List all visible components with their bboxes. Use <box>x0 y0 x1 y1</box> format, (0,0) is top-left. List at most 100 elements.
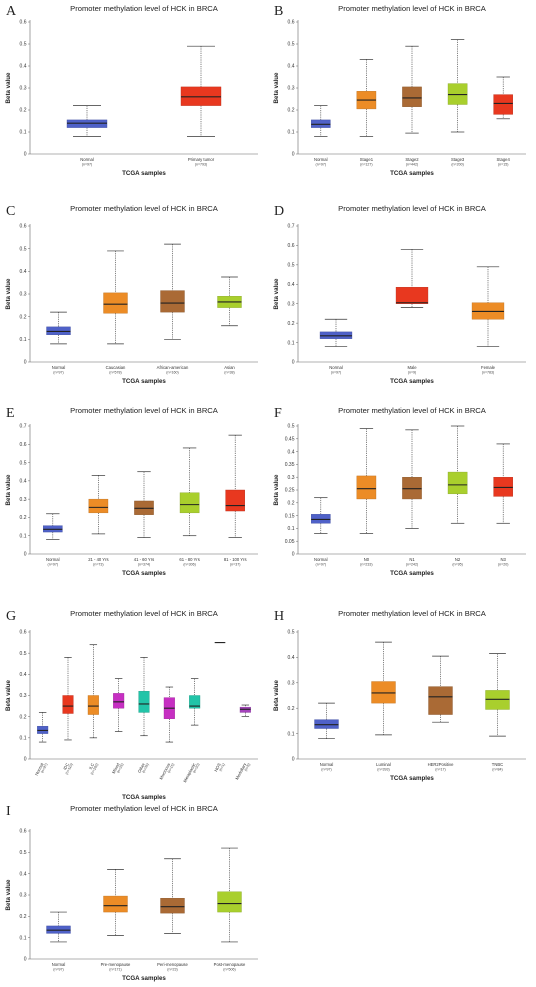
box-n1 <box>402 429 422 529</box>
y-tick-label: 0 <box>24 757 27 763</box>
y-tick-label: 0 <box>292 360 295 366</box>
panel-b: B Promoter methylation level of HCK in BR… <box>273 4 526 177</box>
y-tick-label: 0.3 <box>20 292 27 298</box>
x-tick-label: Asian <box>224 365 235 370</box>
x-tick-n: (n=442) <box>406 163 419 167</box>
x-tick-label: Stage4 <box>497 157 511 162</box>
iqr-box <box>217 891 242 913</box>
y-tick-label: 0.1 <box>20 130 27 136</box>
x-tick-n: (n=182) <box>90 763 99 776</box>
box-post-menopause <box>217 847 242 943</box>
y-axis-label: Beta value <box>273 72 280 104</box>
x-axis-label: TCGA samples <box>122 170 166 177</box>
y-tick-label: 0.5 <box>288 424 295 430</box>
x-tick-label: Luminal <box>376 762 391 767</box>
x-tick-label: Stage2 <box>405 157 419 162</box>
box-african-american <box>160 243 185 340</box>
x-tick-n: (n=20) <box>498 563 509 567</box>
panel-h: H Promoter methylation level of HCK in BR… <box>273 609 526 782</box>
y-tick-label: 0.4 <box>20 672 27 678</box>
box-medullary <box>239 704 251 718</box>
iqr-box <box>493 476 513 497</box>
iqr-box <box>225 489 245 512</box>
box-stage3 <box>447 39 468 133</box>
y-tick-label: 0.5 <box>20 651 27 657</box>
y-tick-label: 0.4 <box>20 269 27 275</box>
y-tick-label: 0.2 <box>20 515 27 521</box>
x-tick-n: (n=171) <box>109 968 122 972</box>
iqr-box <box>395 286 429 304</box>
x-tick-n: (n=374) <box>138 563 151 567</box>
x-tick-label: Normal <box>314 157 328 162</box>
iqr-box <box>138 691 150 713</box>
x-axis-label: TCGA samples <box>390 170 434 177</box>
panel-letter: F <box>274 406 282 421</box>
box-tnbc <box>485 653 510 737</box>
panel-d: D Promoter methylation level of HCK in BR… <box>273 204 526 385</box>
x-tick-label: Male <box>407 365 417 370</box>
panel-letter: B <box>274 4 283 19</box>
y-tick-label: 0.1 <box>288 526 295 532</box>
y-tick-label: 0.1 <box>288 340 295 346</box>
y-tick-label: 0.3 <box>288 681 295 687</box>
box-normal <box>314 702 339 740</box>
y-tick-label: 0.6 <box>288 20 295 26</box>
x-tick-n: (n=9) <box>408 371 417 375</box>
box-21-40-yrs <box>88 475 109 535</box>
panel-e: E Promoter methylation level of HCK in BR… <box>5 406 258 577</box>
y-tick-label: 0 <box>24 360 27 366</box>
box-normal <box>37 712 49 743</box>
x-tick-n: (n=35) <box>141 763 149 774</box>
y-tick-label: 0.3 <box>20 86 27 92</box>
x-tick-label: 21 - 40 Yrs <box>88 557 108 562</box>
box-stage4 <box>493 76 513 120</box>
y-axis-label: Beta value <box>273 474 280 506</box>
y-tick-label: 0.3 <box>288 86 295 92</box>
y-tick-label: 0.1 <box>20 736 27 742</box>
y-tick-label: 0.2 <box>20 314 27 320</box>
box-normal <box>46 911 71 943</box>
iqr-box <box>103 895 128 913</box>
x-tick-label: Normal <box>80 157 94 162</box>
box-normal <box>66 105 108 137</box>
iqr-box <box>66 119 108 128</box>
box-luminal <box>371 641 396 736</box>
y-tick-label: 0 <box>24 152 27 158</box>
box-peri-menopause <box>160 858 185 934</box>
panel-letter: D <box>274 204 284 219</box>
x-tick-n: (n=38) <box>224 371 235 375</box>
x-tick-n: (n=97) <box>53 968 64 972</box>
y-tick-label: 0.5 <box>288 630 295 636</box>
panel-letter: I <box>6 804 11 819</box>
x-tick-label: Normal <box>46 557 60 562</box>
x-axis-label: TCGA samples <box>390 775 434 782</box>
panel-title: Promoter methylation level of HCK in BRC… <box>338 609 487 618</box>
x-tick-n: (n=97) <box>316 563 327 567</box>
x-tick-n: (n=97) <box>321 768 332 772</box>
box-asian <box>217 276 242 327</box>
x-tick-n: (n=110) <box>65 763 74 776</box>
iqr-box <box>46 326 71 336</box>
x-tick-label: Mixed <box>111 762 121 775</box>
x-tick-n: (n=242) <box>406 563 419 567</box>
y-axis-label: Beta value <box>5 679 12 711</box>
x-tick-label: IDC <box>62 762 70 771</box>
y-axis-label: Beta value <box>5 278 12 310</box>
box-81-100-yrs <box>225 434 245 538</box>
x-tick-n: (n=97) <box>40 763 48 774</box>
x-tick-label: 41 - 60 Yrs <box>134 557 154 562</box>
iqr-box <box>160 897 185 914</box>
box-caucasian <box>103 250 128 345</box>
y-tick-label: 0.4 <box>20 64 27 70</box>
x-axis-label: TCGA samples <box>122 794 166 801</box>
y-tick-label: 0.4 <box>288 64 295 70</box>
y-tick-label: 0.2 <box>20 914 27 920</box>
x-tick-n: (n=97) <box>316 163 327 167</box>
y-tick-label: 0.2 <box>20 108 27 114</box>
box-stage1 <box>356 59 377 137</box>
box-metaplastic <box>189 678 201 726</box>
iqr-box <box>179 492 200 514</box>
iqr-box <box>371 681 396 704</box>
x-tick-n: (n=1) <box>218 763 226 772</box>
x-tick-label: Normal <box>320 762 334 767</box>
